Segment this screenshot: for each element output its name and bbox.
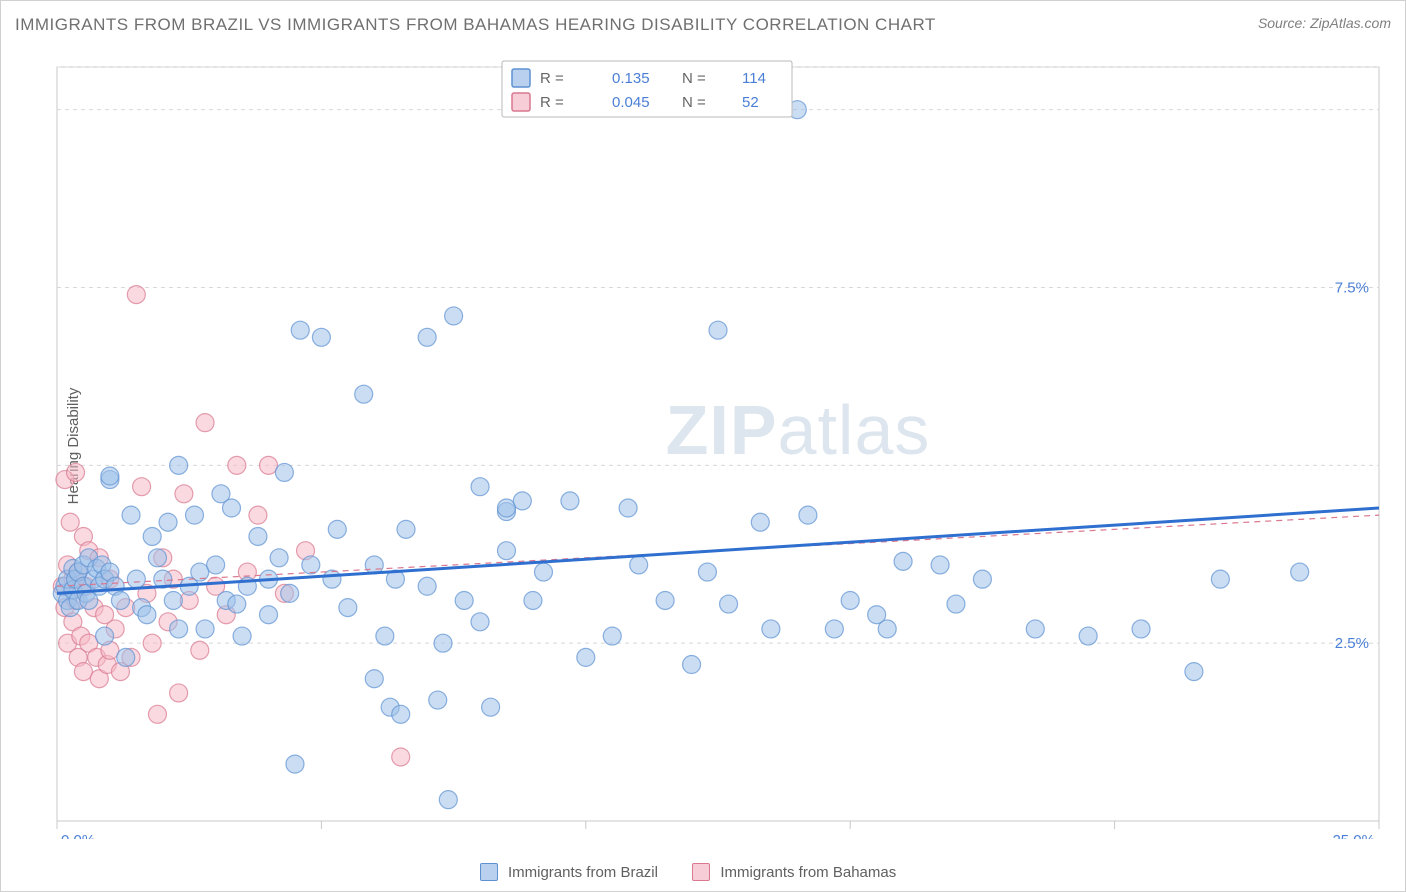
legend-bottom: Immigrants from Brazil Immigrants from B… (1, 863, 1405, 881)
chart-container: IMMIGRANTS FROM BRAZIL VS IMMIGRANTS FRO… (0, 0, 1406, 892)
legend-swatch-pink (692, 863, 710, 881)
svg-text:0.045: 0.045 (612, 94, 650, 111)
legend-swatch-blue (480, 863, 498, 881)
svg-text:25.0%: 25.0% (1332, 832, 1375, 839)
svg-text:2.5%: 2.5% (1335, 635, 1369, 652)
svg-text:7.5%: 7.5% (1335, 280, 1369, 297)
svg-text:N =: N = (682, 94, 706, 111)
chart-title: IMMIGRANTS FROM BRAZIL VS IMMIGRANTS FRO… (15, 15, 936, 35)
legend-label-bahamas: Immigrants from Bahamas (720, 864, 896, 881)
legend-label-brazil: Immigrants from Brazil (508, 864, 658, 881)
svg-text:ZIPatlas: ZIPatlas (666, 391, 931, 469)
svg-text:114: 114 (742, 70, 766, 87)
source-attribution: Source: ZipAtlas.com (1258, 15, 1391, 31)
svg-text:R =: R = (540, 70, 564, 87)
svg-text:0.0%: 0.0% (61, 832, 95, 839)
svg-text:52: 52 (742, 94, 759, 111)
scatter-plot: 2.5% 7.5% 0.0% 25.0% ZIPatlas R = 0.135 N = 114 R… (47, 49, 1393, 839)
svg-text:0.135: 0.135 (612, 70, 650, 87)
svg-text:N =: N = (682, 70, 706, 87)
svg-text:R =: R = (540, 94, 564, 111)
